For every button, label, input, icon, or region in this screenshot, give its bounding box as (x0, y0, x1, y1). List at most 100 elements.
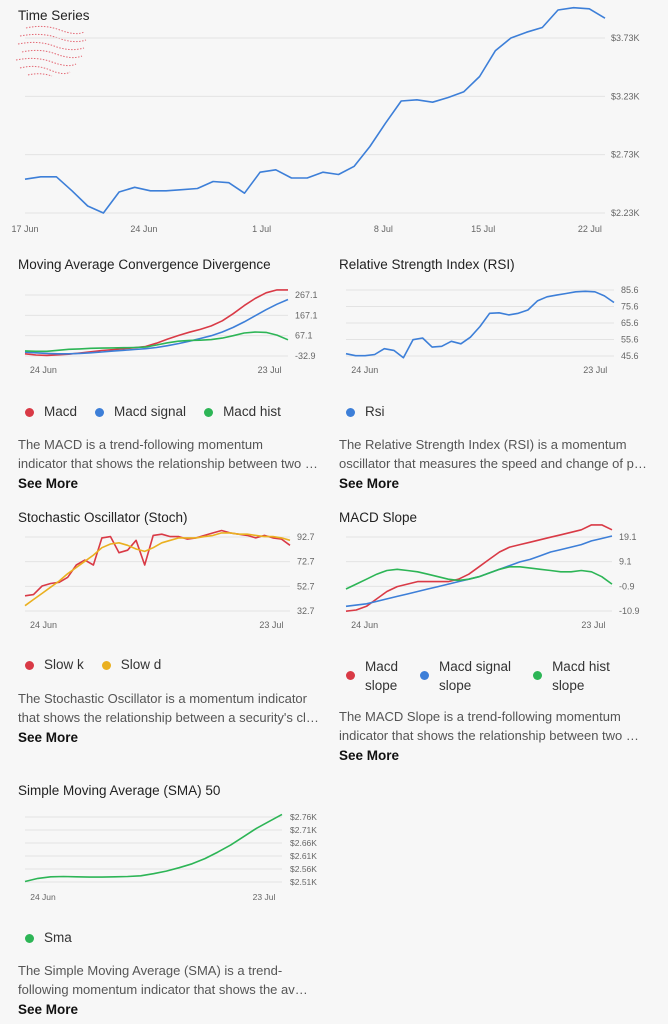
x-tick-label: 23 Jul (258, 365, 282, 375)
series-line-green (345, 566, 613, 590)
legend-dot (25, 661, 34, 670)
legend-item-macd-signal-slope[interactable]: Macd signal slope (420, 657, 511, 695)
y-tick-label: 72.7 (297, 557, 315, 567)
legend-label: Macd hist (223, 404, 281, 419)
desc-line-1: The Stochastic Oscillator is a momentum … (18, 691, 307, 706)
legend-label: Macd slope (365, 657, 398, 695)
legend-label: Macd signal (114, 404, 187, 419)
rsi-panel: Relative Strength Index (RSI) 45.6 55.6 65… (334, 250, 668, 500)
sma-description: The Simple Moving Average (SMA) is a tre… (18, 961, 312, 999)
y-tick-label: 85.6 (621, 285, 639, 295)
legend-item-macd-signal[interactable]: Macd signal (95, 404, 186, 419)
sma-panel: Simple Moving Average (SMA) 50 $2.51K $2.… (0, 778, 334, 1024)
legend-label-line1: Macd (365, 659, 399, 674)
rsi-legend: Rsi (346, 404, 385, 419)
macd-slope-description: The MACD Slope is a trend-following mome… (339, 707, 649, 745)
sma-chart: $2.51K $2.56K $2.61K $2.66K $2.71K $2.76K 24 J… (24, 812, 317, 902)
desc-line-1: The MACD Slope is a trend-following mome… (339, 709, 621, 724)
panel-title: Stochastic Oscillator (Stoch) (18, 510, 188, 525)
stoch-description: The Stochastic Oscillator is a momentum … (18, 689, 326, 727)
sma-see-more-link[interactable]: See More (18, 1002, 79, 1017)
y-tick-label: 65.6 (621, 318, 639, 328)
x-tick-label: 24 Jun (351, 365, 378, 375)
y-tick-label: -0.9 (619, 581, 635, 591)
x-tick-label: 23 Jul (259, 620, 283, 630)
desc-line-1: The Relative Strength Index (RSI) is a m… (339, 437, 627, 452)
x-tick-label: 1 Jul (252, 224, 271, 234)
macd-slope-chart: -10.9 -0.9 9.1 19.1 24 Jun 23 Jul (345, 524, 640, 630)
x-tick-label: 24 Jun (30, 620, 57, 630)
panel-title: Time Series (18, 8, 90, 23)
series-line-green (24, 331, 289, 353)
macd-panel: Moving Average Convergence Divergence -3… (0, 250, 334, 500)
legend-dot (25, 408, 34, 417)
x-tick-label: 24 Jun (351, 620, 378, 630)
y-tick-label: 92.7 (297, 532, 315, 542)
x-tick-label: 8 Jul (374, 224, 393, 234)
legend-dot (420, 671, 430, 680)
legend-label-line1: Macd signal (439, 659, 512, 674)
legend-item-macd-slope[interactable]: Macd slope (346, 657, 398, 695)
legend-item-macd-hist[interactable]: Macd hist (204, 404, 281, 419)
rsi-description: The Relative Strength Index (RSI) is a m… (339, 435, 649, 473)
macd-slope-legend: Macd slope Macd signal slope Macd hist slop… (346, 657, 610, 695)
x-tick-label: 15 Jul (471, 224, 495, 234)
desc-line-2: oscillator that measures the speed and c… (339, 456, 649, 471)
legend-item-macd[interactable]: Macd (25, 404, 77, 419)
legend-item-slow-k[interactable]: Slow k (25, 657, 84, 672)
y-tick-label: $2.76K (290, 812, 317, 822)
macd-description: The MACD is a trend-following momentum i… (18, 435, 326, 473)
stoch-see-more-link[interactable]: See More (18, 730, 79, 745)
y-tick-label: 75.6 (621, 302, 639, 312)
y-tick-label: -32.9 (295, 351, 316, 361)
x-tick-label: 23 Jul (581, 620, 605, 630)
y-tick-label: 19.1 (619, 532, 637, 542)
legend-dot (25, 934, 34, 943)
desc-line-2: that shows the relationship between a se… (18, 710, 326, 725)
y-tick-label: $3.73K (611, 33, 640, 43)
legend-label: Rsi (365, 404, 385, 419)
series-line-blue (24, 6, 606, 214)
x-tick-label: 24 Jun (30, 365, 57, 375)
x-tick-label: 22 Jul (578, 224, 602, 234)
macd-slope-see-more-link[interactable]: See More (339, 748, 400, 763)
panel-title: Simple Moving Average (SMA) 50 (18, 783, 221, 798)
series-line-green (24, 813, 283, 883)
desc-line-1: The MACD is a trend-following momentum (18, 437, 263, 452)
series-line-red (345, 524, 613, 612)
desc-line-2: indicator that shows the relationship be… (339, 728, 649, 743)
y-tick-label: $2.56K (290, 864, 317, 874)
brand-logo-icon (15, 25, 87, 77)
macd-slope-panel: MACD Slope -10.9 -0.9 9.1 19.1 24 Jun 23 Jul … (334, 505, 668, 775)
legend-item-macd-hist-slope[interactable]: Macd hist slope (533, 657, 610, 695)
legend-label-line2: slope (552, 678, 585, 693)
series-line-red (24, 529, 291, 597)
y-tick-label: 55.6 (621, 335, 639, 345)
sma-legend: Sma (25, 930, 72, 945)
desc-line-1: The Simple Moving Average (SMA) is a tre… (18, 963, 283, 978)
stoch-legend: Slow k Slow d (25, 657, 161, 672)
panel-title: MACD Slope (339, 510, 418, 525)
legend-label: Macd (44, 404, 78, 419)
macd-chart: -32.9 67.1 167.1 267.1 24 Jun 23 Jul (24, 289, 318, 375)
legend-item-rsi[interactable]: Rsi (346, 404, 385, 419)
series-line-blue (24, 298, 289, 355)
rsi-see-more-link[interactable]: See More (339, 476, 400, 491)
legend-item-sma[interactable]: Sma (25, 930, 72, 945)
macd-legend: Macd Macd signal Macd hist (25, 404, 281, 419)
legend-dot (204, 408, 214, 417)
legend-label-line1: Macd hist (552, 659, 610, 674)
legend-label: Sma (44, 930, 72, 945)
macd-see-more-link[interactable]: See More (18, 476, 79, 491)
legend-dot (533, 671, 543, 680)
legend-label: Slow d (120, 657, 162, 672)
y-tick-label: 52.7 (297, 581, 315, 591)
y-tick-label: $2.23K (611, 208, 640, 218)
stoch-chart: 32.7 52.7 72.7 92.7 24 Jun 23 Jul (24, 529, 315, 630)
legend-dot (346, 408, 355, 417)
legend-label: Macd hist slope (552, 657, 610, 695)
legend-item-slow-d[interactable]: Slow d (101, 657, 162, 672)
y-tick-label: 67.1 (295, 331, 313, 341)
y-tick-label: 267.1 (295, 290, 318, 300)
y-tick-label: -10.9 (619, 606, 640, 616)
